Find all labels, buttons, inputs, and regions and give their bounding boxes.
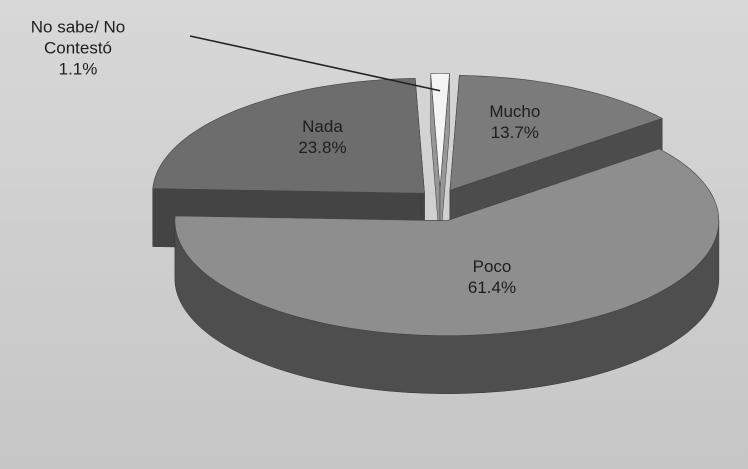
slice-label: Poco 61.4% — [468, 256, 516, 298]
slice-value-label: 1.1% — [58, 59, 98, 79]
slice-name-label: Mucho — [489, 102, 541, 122]
slice-value-label: 23.8% — [298, 138, 347, 158]
slice-value-label: 13.7% — [490, 123, 539, 143]
slice — [449, 74, 663, 191]
slice — [174, 148, 720, 336]
leader-line — [189, 35, 441, 92]
slice — [430, 73, 450, 189]
slice-value-label: 61.4% — [467, 277, 517, 297]
slice-label: Nada 23.8% — [298, 116, 346, 158]
slice-name-label: No sabe/ No Contestó — [30, 17, 126, 58]
slice-name-label: Nada — [302, 117, 343, 137]
slice-label: No sabe/ No Contestó 1.1% — [19, 17, 137, 80]
slice-label: Mucho 13.7% — [489, 101, 540, 143]
slice-name-label: Poco — [472, 256, 512, 276]
slice — [152, 78, 425, 194]
